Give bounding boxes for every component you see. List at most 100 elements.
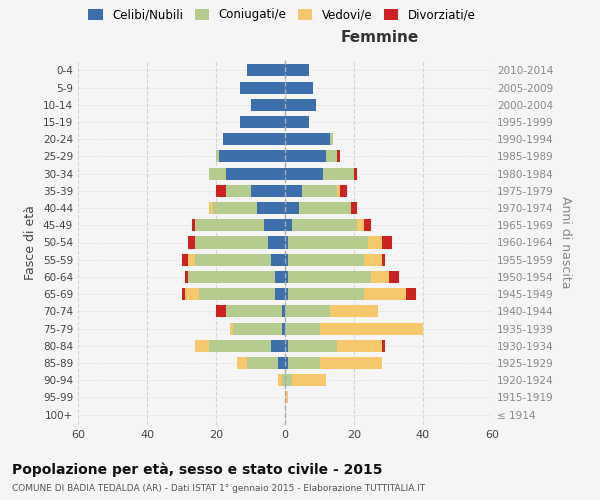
Bar bbox=[285, 357, 289, 369]
Bar bbox=[289, 288, 364, 300]
Bar bbox=[289, 357, 320, 369]
Bar bbox=[285, 168, 323, 179]
Bar bbox=[281, 374, 285, 386]
Bar bbox=[337, 185, 340, 197]
Bar bbox=[247, 357, 278, 369]
Bar bbox=[285, 82, 313, 94]
Bar bbox=[226, 185, 251, 197]
Bar bbox=[368, 236, 382, 248]
Bar bbox=[251, 98, 285, 111]
Bar bbox=[196, 220, 265, 232]
Bar bbox=[289, 236, 368, 248]
Bar bbox=[237, 357, 247, 369]
Y-axis label: Fasce di età: Fasce di età bbox=[25, 205, 37, 280]
Bar bbox=[240, 116, 285, 128]
Bar bbox=[275, 288, 285, 300]
Text: COMUNE DI BADIA TEDALDA (AR) - Dati ISTAT 1° gennaio 2015 - Elaborazione TUTTITA: COMUNE DI BADIA TEDALDA (AR) - Dati ISTA… bbox=[12, 484, 425, 493]
Bar bbox=[247, 64, 285, 76]
Bar bbox=[188, 236, 196, 248]
Bar bbox=[330, 133, 334, 145]
Bar bbox=[285, 288, 289, 300]
Bar bbox=[364, 254, 382, 266]
Bar bbox=[226, 168, 285, 179]
Bar bbox=[182, 254, 188, 266]
Bar bbox=[330, 306, 378, 318]
Bar bbox=[185, 271, 188, 283]
Bar bbox=[216, 185, 226, 197]
Bar bbox=[382, 340, 385, 352]
Bar bbox=[302, 185, 337, 197]
Bar bbox=[406, 288, 416, 300]
Bar bbox=[223, 133, 285, 145]
Bar bbox=[337, 340, 382, 352]
Bar bbox=[299, 202, 350, 214]
Bar bbox=[240, 82, 285, 94]
Legend: Celibi/Nubili, Coniugati/e, Vedovi/e, Divorziati/e: Celibi/Nubili, Coniugati/e, Vedovi/e, Di… bbox=[88, 8, 476, 22]
Bar bbox=[281, 306, 285, 318]
Bar bbox=[257, 202, 285, 214]
Bar bbox=[285, 340, 289, 352]
Bar bbox=[285, 185, 302, 197]
Bar bbox=[278, 357, 285, 369]
Bar bbox=[285, 254, 289, 266]
Bar bbox=[209, 202, 212, 214]
Bar bbox=[358, 220, 364, 232]
Bar bbox=[285, 150, 326, 162]
Bar bbox=[340, 185, 347, 197]
Bar bbox=[226, 306, 281, 318]
Bar bbox=[364, 220, 371, 232]
Bar bbox=[188, 271, 275, 283]
Bar bbox=[281, 322, 285, 334]
Bar bbox=[268, 236, 285, 248]
Bar bbox=[209, 168, 226, 179]
Bar bbox=[371, 271, 389, 283]
Bar bbox=[216, 306, 226, 318]
Bar bbox=[185, 288, 199, 300]
Bar bbox=[209, 340, 271, 352]
Bar bbox=[320, 357, 382, 369]
Bar bbox=[285, 202, 299, 214]
Bar bbox=[292, 374, 326, 386]
Bar bbox=[382, 236, 392, 248]
Bar bbox=[278, 374, 281, 386]
Bar bbox=[285, 133, 330, 145]
Y-axis label: Anni di nascita: Anni di nascita bbox=[559, 196, 572, 289]
Bar bbox=[196, 236, 268, 248]
Bar bbox=[265, 220, 285, 232]
Bar bbox=[220, 150, 285, 162]
Bar bbox=[275, 271, 285, 283]
Bar bbox=[285, 392, 289, 404]
Bar bbox=[285, 374, 292, 386]
Bar bbox=[230, 322, 233, 334]
Bar bbox=[216, 150, 220, 162]
Bar bbox=[188, 254, 196, 266]
Bar bbox=[251, 185, 285, 197]
Bar bbox=[196, 340, 209, 352]
Bar bbox=[285, 64, 309, 76]
Bar bbox=[320, 322, 423, 334]
Bar bbox=[285, 306, 330, 318]
Bar bbox=[285, 271, 289, 283]
Bar bbox=[192, 220, 196, 232]
Bar bbox=[292, 220, 358, 232]
Bar bbox=[182, 288, 185, 300]
Bar bbox=[323, 168, 354, 179]
Bar bbox=[382, 254, 385, 266]
Bar bbox=[364, 288, 406, 300]
Bar bbox=[289, 340, 337, 352]
Bar bbox=[212, 202, 257, 214]
Bar bbox=[350, 202, 358, 214]
Bar bbox=[285, 98, 316, 111]
Bar bbox=[326, 150, 337, 162]
Bar bbox=[285, 236, 289, 248]
Bar bbox=[271, 340, 285, 352]
Bar bbox=[271, 254, 285, 266]
Bar bbox=[285, 220, 292, 232]
Text: Popolazione per età, sesso e stato civile - 2015: Popolazione per età, sesso e stato civil… bbox=[12, 462, 383, 477]
Bar bbox=[285, 322, 320, 334]
Text: Femmine: Femmine bbox=[341, 30, 419, 46]
Bar bbox=[354, 168, 358, 179]
Bar bbox=[196, 254, 271, 266]
Bar bbox=[233, 322, 281, 334]
Bar bbox=[337, 150, 340, 162]
